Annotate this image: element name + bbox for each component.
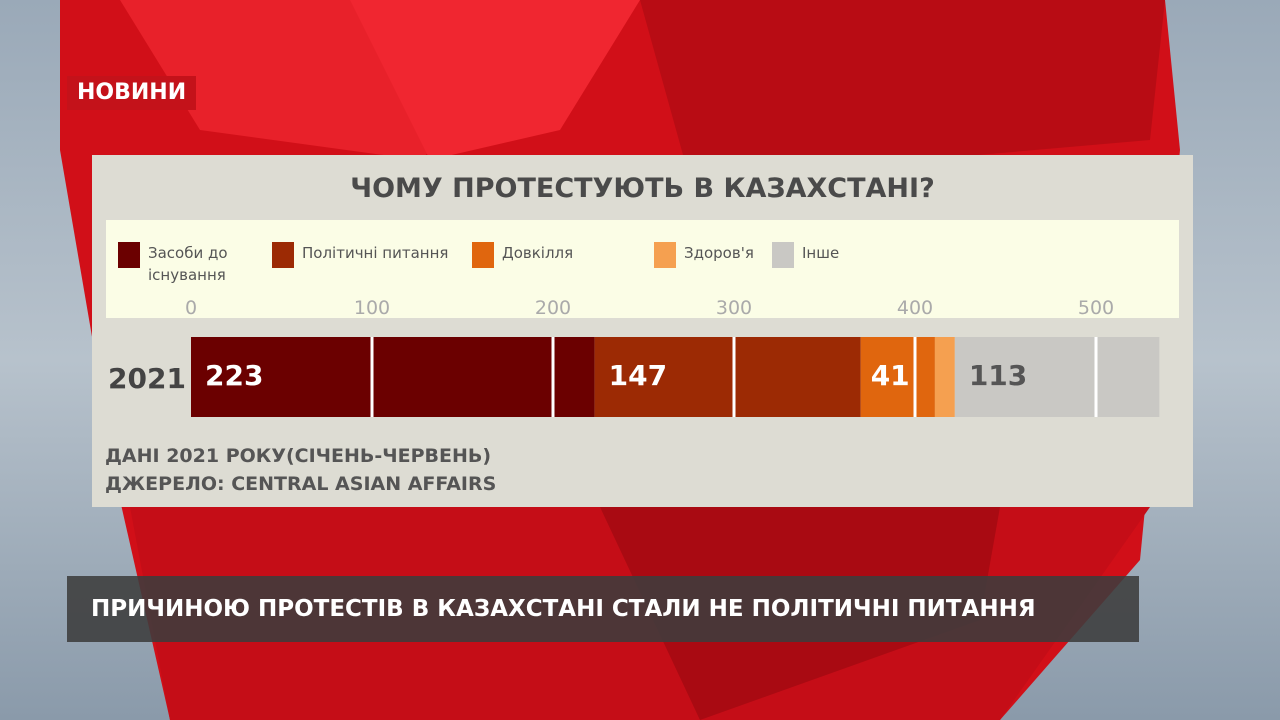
data-note: ДАНІ 2021 РОКУ(СІЧЕНЬ-ЧЕРВЕНЬ) <box>105 445 492 467</box>
data-label: 223 <box>205 359 264 392</box>
legend-swatch <box>654 242 676 268</box>
legend-item-livelihood: Засоби до існування <box>118 242 248 286</box>
x-tick-label: 500 <box>1077 297 1115 319</box>
bar-segment <box>860 337 935 417</box>
category-label: 2021 <box>108 362 186 395</box>
legend-swatch <box>472 242 494 268</box>
legend-swatch <box>272 242 294 268</box>
x-tick-label: 0 <box>184 297 198 319</box>
x-tick-label: 200 <box>534 297 572 319</box>
bar-segment <box>934 337 955 417</box>
bar-segment <box>954 337 1160 417</box>
legend-swatch <box>118 242 140 268</box>
chart-title: ЧОМУ ПРОТЕСТУЮТЬ В КАЗАХСТАНІ? <box>350 173 935 204</box>
data-label: 147 <box>608 359 668 392</box>
chart-panel: ЧОМУ ПРОТЕСТУЮТЬ В КАЗАХСТАНІ? Засоби до… <box>92 155 1193 507</box>
legend-label: Довкілля <box>502 244 574 262</box>
bar-segment <box>191 337 595 417</box>
legend: Засоби до існування Політичні питання До… <box>106 220 1179 319</box>
legend-label: Політичні питання <box>302 244 449 262</box>
bar-segment <box>594 337 861 417</box>
legend-swatch <box>772 242 794 268</box>
data-label: 113 <box>968 359 1028 392</box>
legend-label: Засоби до існування <box>148 244 228 284</box>
legend-label: Здоров'я <box>684 244 754 262</box>
source-note: ДЖЕРЕЛО: CENTRAL ASIAN AFFAIRS <box>105 473 497 495</box>
x-tick-label: 400 <box>896 297 934 319</box>
lower-third-headline: ПРИЧИНОЮ ПРОТЕСТІВ В КАЗАХСТАНІ СТАЛИ НЕ… <box>67 576 1139 642</box>
news-badge: НОВИНИ <box>67 76 197 110</box>
legend-item-health: Здоров'я <box>654 242 754 268</box>
x-tick-label: 100 <box>353 297 391 319</box>
legend-item-other: Інше <box>772 242 839 268</box>
bar-chart <box>191 337 1160 417</box>
legend-item-political: Політичні питання <box>272 242 448 268</box>
legend-item-environment: Довкілля <box>472 242 573 268</box>
legend-label: Інше <box>802 244 840 262</box>
data-label: 41 <box>870 359 910 392</box>
x-tick-label: 300 <box>715 297 753 319</box>
